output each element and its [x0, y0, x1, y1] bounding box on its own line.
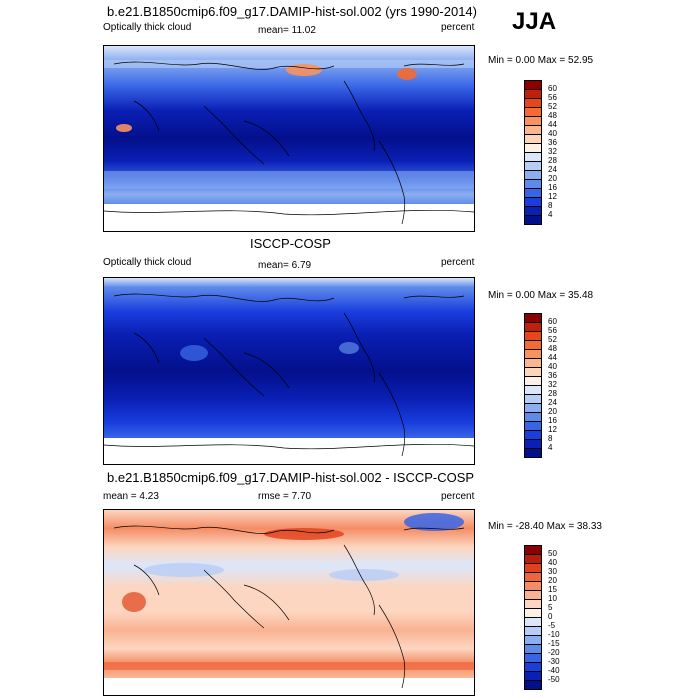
- colorbar-box: [524, 215, 542, 225]
- panel1-mean: mean= 11.02: [258, 25, 316, 36]
- colorbar-tick-label: 10: [548, 594, 557, 603]
- colorbar-tick-label: 32: [548, 147, 557, 156]
- panel1-colorbar: 60 56 52 48 44 40 36 32 28 24 20 16 12 8 4: [524, 80, 557, 225]
- colorbar-tick-label: 32: [548, 380, 557, 389]
- panel2-title: ISCCP-COSP: [250, 236, 331, 251]
- colorbar-tick-label: -50: [548, 675, 560, 684]
- colorbar-tick-label: -15: [548, 639, 560, 648]
- colorbar-tick-label: 40: [548, 362, 557, 371]
- panel3-minmax: Min = -28.40 Max = 38.33: [488, 521, 602, 532]
- colorbar-box: [524, 680, 542, 690]
- panel3-mean: mean = 4.23: [103, 491, 159, 502]
- colorbar-tick-label: 30: [548, 567, 557, 576]
- panel2-field: [104, 278, 474, 464]
- colorbar-tick-label: 12: [548, 425, 557, 434]
- colorbar-tick-label: 36: [548, 371, 557, 380]
- panel3-title: b.e21.B1850cmip6.f09_g17.DAMIP-hist-sol.…: [107, 470, 475, 485]
- colorbar-tick-label: 20: [548, 576, 557, 585]
- colorbar-tick-label: 0: [548, 612, 553, 621]
- panel1-coastlines: [104, 61, 474, 225]
- colorbar-tick-label: 52: [548, 335, 557, 344]
- colorbar-tick-label: 40: [548, 129, 557, 138]
- colorbar-tick-label: 52: [548, 102, 557, 111]
- colorbar-box: [524, 448, 542, 458]
- colorbar-tick-label: 28: [548, 389, 557, 398]
- colorbar-tick-label: -5: [548, 621, 556, 630]
- colorbar-tick-label: 4: [548, 210, 553, 219]
- panel1-field-label: Optically thick cloud: [103, 22, 192, 33]
- panel3-coastlines: [113, 525, 465, 689]
- colorbar-tick-label: 60: [548, 84, 557, 93]
- panel2-colorbar: 60 56 52 48 44 40 36 32 28 24 20 16 12 8 4: [524, 313, 557, 458]
- colorbar-tick-label: 4: [548, 443, 553, 452]
- colorbar-tick-label: 20: [548, 407, 557, 416]
- colorbar-tick-label: 48: [548, 344, 557, 353]
- colorbar-tick-label: 24: [548, 398, 557, 407]
- panel1-minmax: Min = 0.00 Max = 52.95: [488, 55, 594, 66]
- panel1-field: [104, 46, 474, 231]
- colorbar-tick-label: 24: [548, 165, 557, 174]
- season-label: JJA: [512, 8, 557, 35]
- panel1-map-svg: [104, 46, 474, 231]
- colorbar-tick-label: 16: [548, 416, 557, 425]
- colorbar-tick-label: 60: [548, 317, 557, 326]
- panel2-coastlines: [104, 293, 474, 457]
- colorbar-tick-label: -40: [548, 666, 560, 675]
- panel1-title: b.e21.B1850cmip6.f09_g17.DAMIP-hist-sol.…: [107, 4, 477, 19]
- colorbar-tick-label: 15: [548, 585, 557, 594]
- colorbar-tick-label: 8: [548, 201, 553, 210]
- colorbar-tick-label: 16: [548, 183, 557, 192]
- panel1-units: percent: [441, 22, 475, 33]
- panel2-field-label: Optically thick cloud: [103, 257, 192, 268]
- colorbar-tick-label: 40: [548, 558, 557, 567]
- panel3-map-svg: [104, 510, 474, 695]
- colorbar-tick-label: 36: [548, 138, 557, 147]
- colorbar-tick-label: 12: [548, 192, 557, 201]
- panel1-map: [103, 45, 475, 232]
- colorbar-tick-label: 28: [548, 156, 557, 165]
- panel2-map-svg: [104, 278, 474, 464]
- panel2-minmax: Min = 0.00 Max = 35.48: [488, 290, 594, 301]
- colorbar-tick-label: 48: [548, 111, 557, 120]
- colorbar-tick-label: 44: [548, 120, 557, 129]
- colorbar-tick-label: 56: [548, 93, 557, 102]
- colorbar-tick-label: 20: [548, 174, 557, 183]
- panel2-map: [103, 277, 475, 465]
- panel3-map: [103, 509, 475, 696]
- panel2-mean: mean= 6.79: [258, 260, 312, 271]
- panel3-colorbar: 50 40 30 20 15 10 5 0 -5 -10 -15 -20 -30 -40 -50: [524, 545, 560, 690]
- colorbar-tick-label: 8: [548, 434, 553, 443]
- colorbar-tick-label: 5: [548, 603, 553, 612]
- colorbar-tick-label: 56: [548, 326, 557, 335]
- panel3-rmse: rmse = 7.70: [258, 491, 312, 502]
- colorbar-tick-label: 50: [548, 549, 557, 558]
- colorbar-tick-label: -20: [548, 648, 560, 657]
- colorbar-tick-label: 44: [548, 353, 557, 362]
- panel2-units: percent: [441, 257, 475, 268]
- colorbar-tick-label: -10: [548, 630, 560, 639]
- colorbar-tick-label: -30: [548, 657, 560, 666]
- panel3-units: percent: [441, 491, 475, 502]
